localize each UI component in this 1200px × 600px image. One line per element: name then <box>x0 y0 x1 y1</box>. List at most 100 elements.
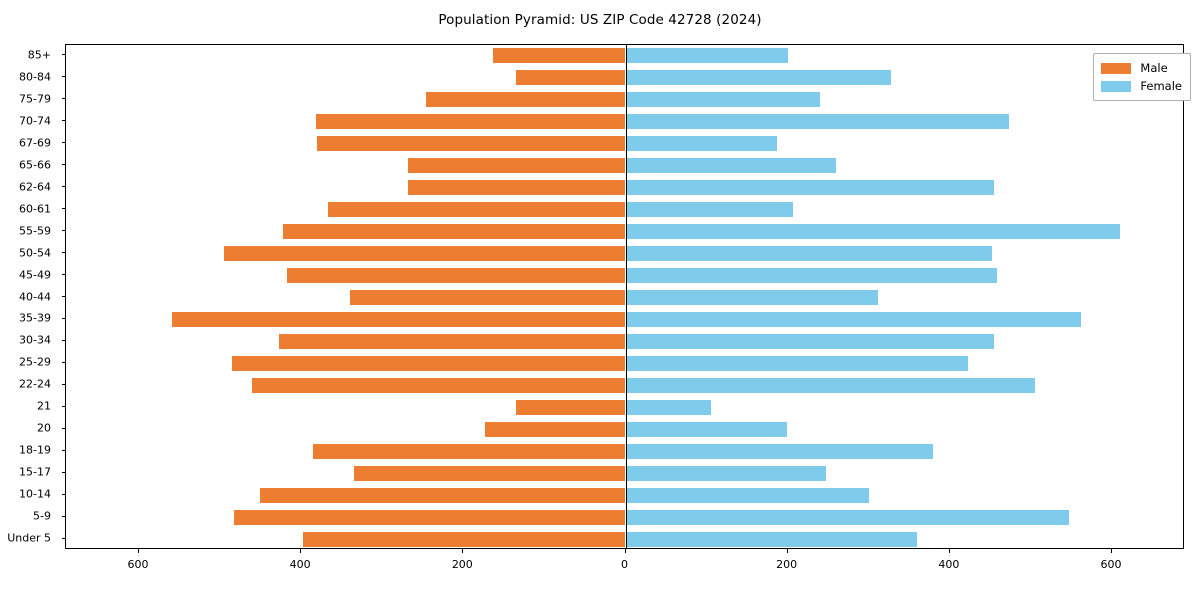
bar-female <box>625 158 837 174</box>
bar-male <box>233 509 626 525</box>
bar-male <box>353 465 626 481</box>
bar-female <box>625 180 995 196</box>
bar-male <box>349 290 626 305</box>
y-tick-mark <box>61 493 65 495</box>
y-tick-mark <box>61 471 65 473</box>
bar-female <box>625 202 793 218</box>
y-tick-mark <box>61 98 65 100</box>
bar-female <box>625 136 778 152</box>
chart-title: Population Pyramid: US ZIP Code 42728 (2… <box>438 12 762 28</box>
y-tick-mark <box>61 515 65 517</box>
bar-male <box>224 246 626 262</box>
y-tick-mark <box>61 164 65 166</box>
bar-female <box>625 421 787 437</box>
y-tick-mark <box>61 427 65 429</box>
y-tick-label: 60-61 <box>19 202 51 216</box>
bar-female <box>625 531 917 547</box>
bar-male <box>251 377 626 393</box>
zero-axis-line <box>625 45 627 548</box>
y-tick-mark <box>61 405 65 407</box>
y-tick-label: 62-64 <box>19 180 51 194</box>
x-tick-mark <box>1111 549 1113 553</box>
y-tick-label: 21 <box>37 399 51 413</box>
bar-male <box>327 202 626 218</box>
bar-female <box>625 268 997 284</box>
y-tick-mark <box>61 252 65 254</box>
y-tick-label: 40-44 <box>19 290 51 303</box>
y-tick-label: 15-17 <box>19 465 51 479</box>
y-tick-mark <box>61 76 65 78</box>
y-tick-mark <box>61 142 65 144</box>
x-tick-label: 600 <box>1100 558 1122 571</box>
legend[interactable]: Male Female <box>1093 53 1191 101</box>
bar-female <box>625 377 1035 393</box>
x-tick-mark <box>462 549 464 553</box>
bar-female <box>625 487 869 503</box>
y-tick-label: 22-24 <box>19 377 51 391</box>
y-tick-mark <box>61 317 65 319</box>
x-axis: 600 400 200 0 200 400 600 <box>0 549 1200 589</box>
bar-female <box>625 311 1082 327</box>
y-tick-label: 25-29 <box>19 355 51 369</box>
bar-male <box>516 399 626 415</box>
bar-male <box>302 531 626 547</box>
bar-male <box>315 114 626 130</box>
bar-male <box>317 136 626 152</box>
legend-swatch-female <box>1101 80 1132 92</box>
y-tick-mark <box>61 449 65 451</box>
x-tick-mark <box>948 549 950 553</box>
legend-item-male[interactable]: Male <box>1101 59 1182 77</box>
y-tick-label: Under 5 <box>7 531 51 545</box>
bar-male <box>282 224 626 240</box>
x-tick-mark <box>786 549 788 553</box>
y-tick-label: 67-69 <box>19 136 51 150</box>
bar-male <box>516 70 626 86</box>
y-tick-mark <box>61 208 65 210</box>
bar-male <box>279 333 626 349</box>
bar-female <box>625 509 1070 525</box>
bar-female <box>625 443 933 459</box>
y-tick-label: 80-84 <box>19 70 51 84</box>
y-axis: 85+ 80-84 75-79 70-74 67-69 65-66 62-64 60-61 55… <box>0 44 65 549</box>
y-tick-mark <box>61 339 65 341</box>
plot-area <box>65 44 1184 549</box>
y-tick-mark <box>61 537 65 539</box>
bar-female <box>625 355 968 371</box>
bar-female <box>625 92 821 108</box>
bars-layer <box>66 45 1183 548</box>
y-tick-mark <box>61 274 65 276</box>
y-tick-mark <box>61 361 65 363</box>
y-tick-label: 70-74 <box>19 114 51 128</box>
x-tick-label: 0 <box>621 558 628 571</box>
y-tick-label: 18-19 <box>19 443 51 457</box>
y-tick-label: 35-39 <box>19 311 51 325</box>
y-tick-label: 85+ <box>27 48 51 62</box>
y-tick-mark <box>61 296 65 297</box>
y-tick-label: 55-59 <box>19 224 51 238</box>
x-tick-label: 200 <box>776 558 798 571</box>
bar-female <box>625 246 992 262</box>
x-tick-mark <box>137 549 139 553</box>
x-tick-label: 400 <box>938 558 960 571</box>
x-tick-label: 200 <box>451 558 473 571</box>
y-tick-mark <box>61 230 65 232</box>
bar-male <box>259 487 626 503</box>
legend-swatch-male <box>1101 62 1132 74</box>
bar-male <box>313 443 626 459</box>
y-tick-label: 30-34 <box>19 333 51 347</box>
bar-female <box>625 224 1121 240</box>
y-tick-label: 20 <box>37 421 51 435</box>
y-tick-mark <box>61 186 65 188</box>
y-tick-mark <box>61 120 65 122</box>
legend-item-female[interactable]: Female <box>1101 77 1182 95</box>
legend-label: Female <box>1140 79 1182 93</box>
bar-female <box>625 465 826 481</box>
bar-male <box>492 48 626 64</box>
bar-male <box>485 421 626 437</box>
x-tick-mark <box>300 549 302 553</box>
bar-female <box>625 48 789 64</box>
bar-male <box>408 158 626 174</box>
y-tick-label: 75-79 <box>19 92 51 106</box>
y-tick-label: 65-66 <box>19 158 51 172</box>
